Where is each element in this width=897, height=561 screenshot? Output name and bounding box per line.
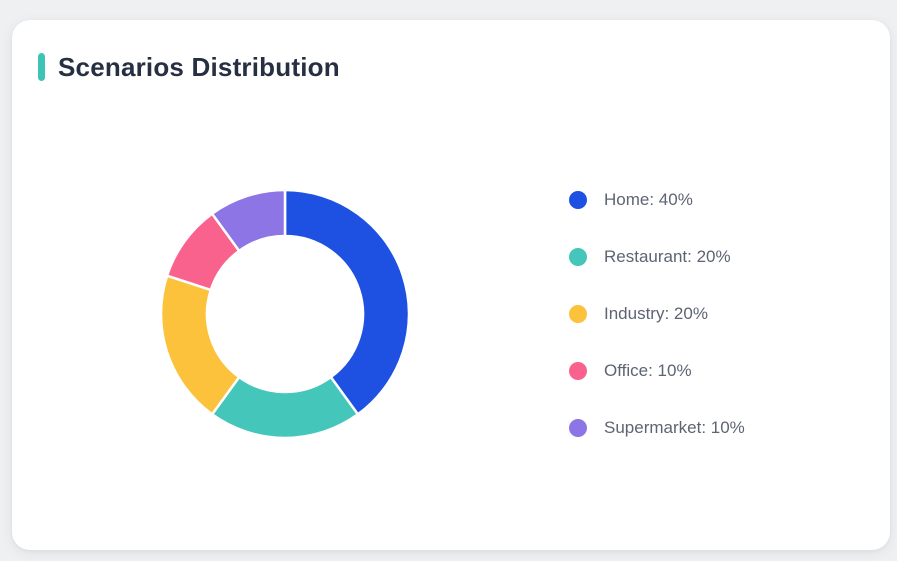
donut-segment-home[interactable] [283,188,411,416]
donut-chart-svg [159,188,411,440]
legend-item-home[interactable]: Home: 40% [569,191,745,209]
title-accent-bar [38,53,45,81]
legend-marker-supermarket-icon [569,419,587,437]
legend-item-supermarket[interactable]: Supermarket: 10% [569,419,745,437]
chart-legend: Home: 40% Restaurant: 20% Industry: 20% Off… [569,191,745,437]
donut-segment-industry[interactable] [159,274,241,416]
legend-marker-office-icon [569,362,587,380]
legend-label-restaurant: Restaurant: 20% [604,247,731,266]
legend-marker-home-icon [569,191,587,209]
legend-label-industry: Industry: 20% [604,304,708,323]
legend-label-office: Office: 10% [604,361,692,380]
legend-marker-industry-icon [569,305,587,323]
legend-item-industry[interactable]: Industry: 20% [569,305,745,323]
card-header: Scenarios Distribution [38,53,340,81]
scenarios-distribution-card: Scenarios Distribution Home: 40% Restaura… [12,20,890,550]
legend-label-supermarket: Supermarket: 10% [604,418,745,437]
legend-item-restaurant[interactable]: Restaurant: 20% [569,248,745,266]
legend-label-home: Home: 40% [604,190,693,209]
legend-item-office[interactable]: Office: 10% [569,362,745,380]
donut-segment-supermarket[interactable] [210,188,287,253]
page-title: Scenarios Distribution [58,52,340,82]
legend-marker-restaurant-icon [569,248,587,266]
donut-chart [135,164,435,464]
